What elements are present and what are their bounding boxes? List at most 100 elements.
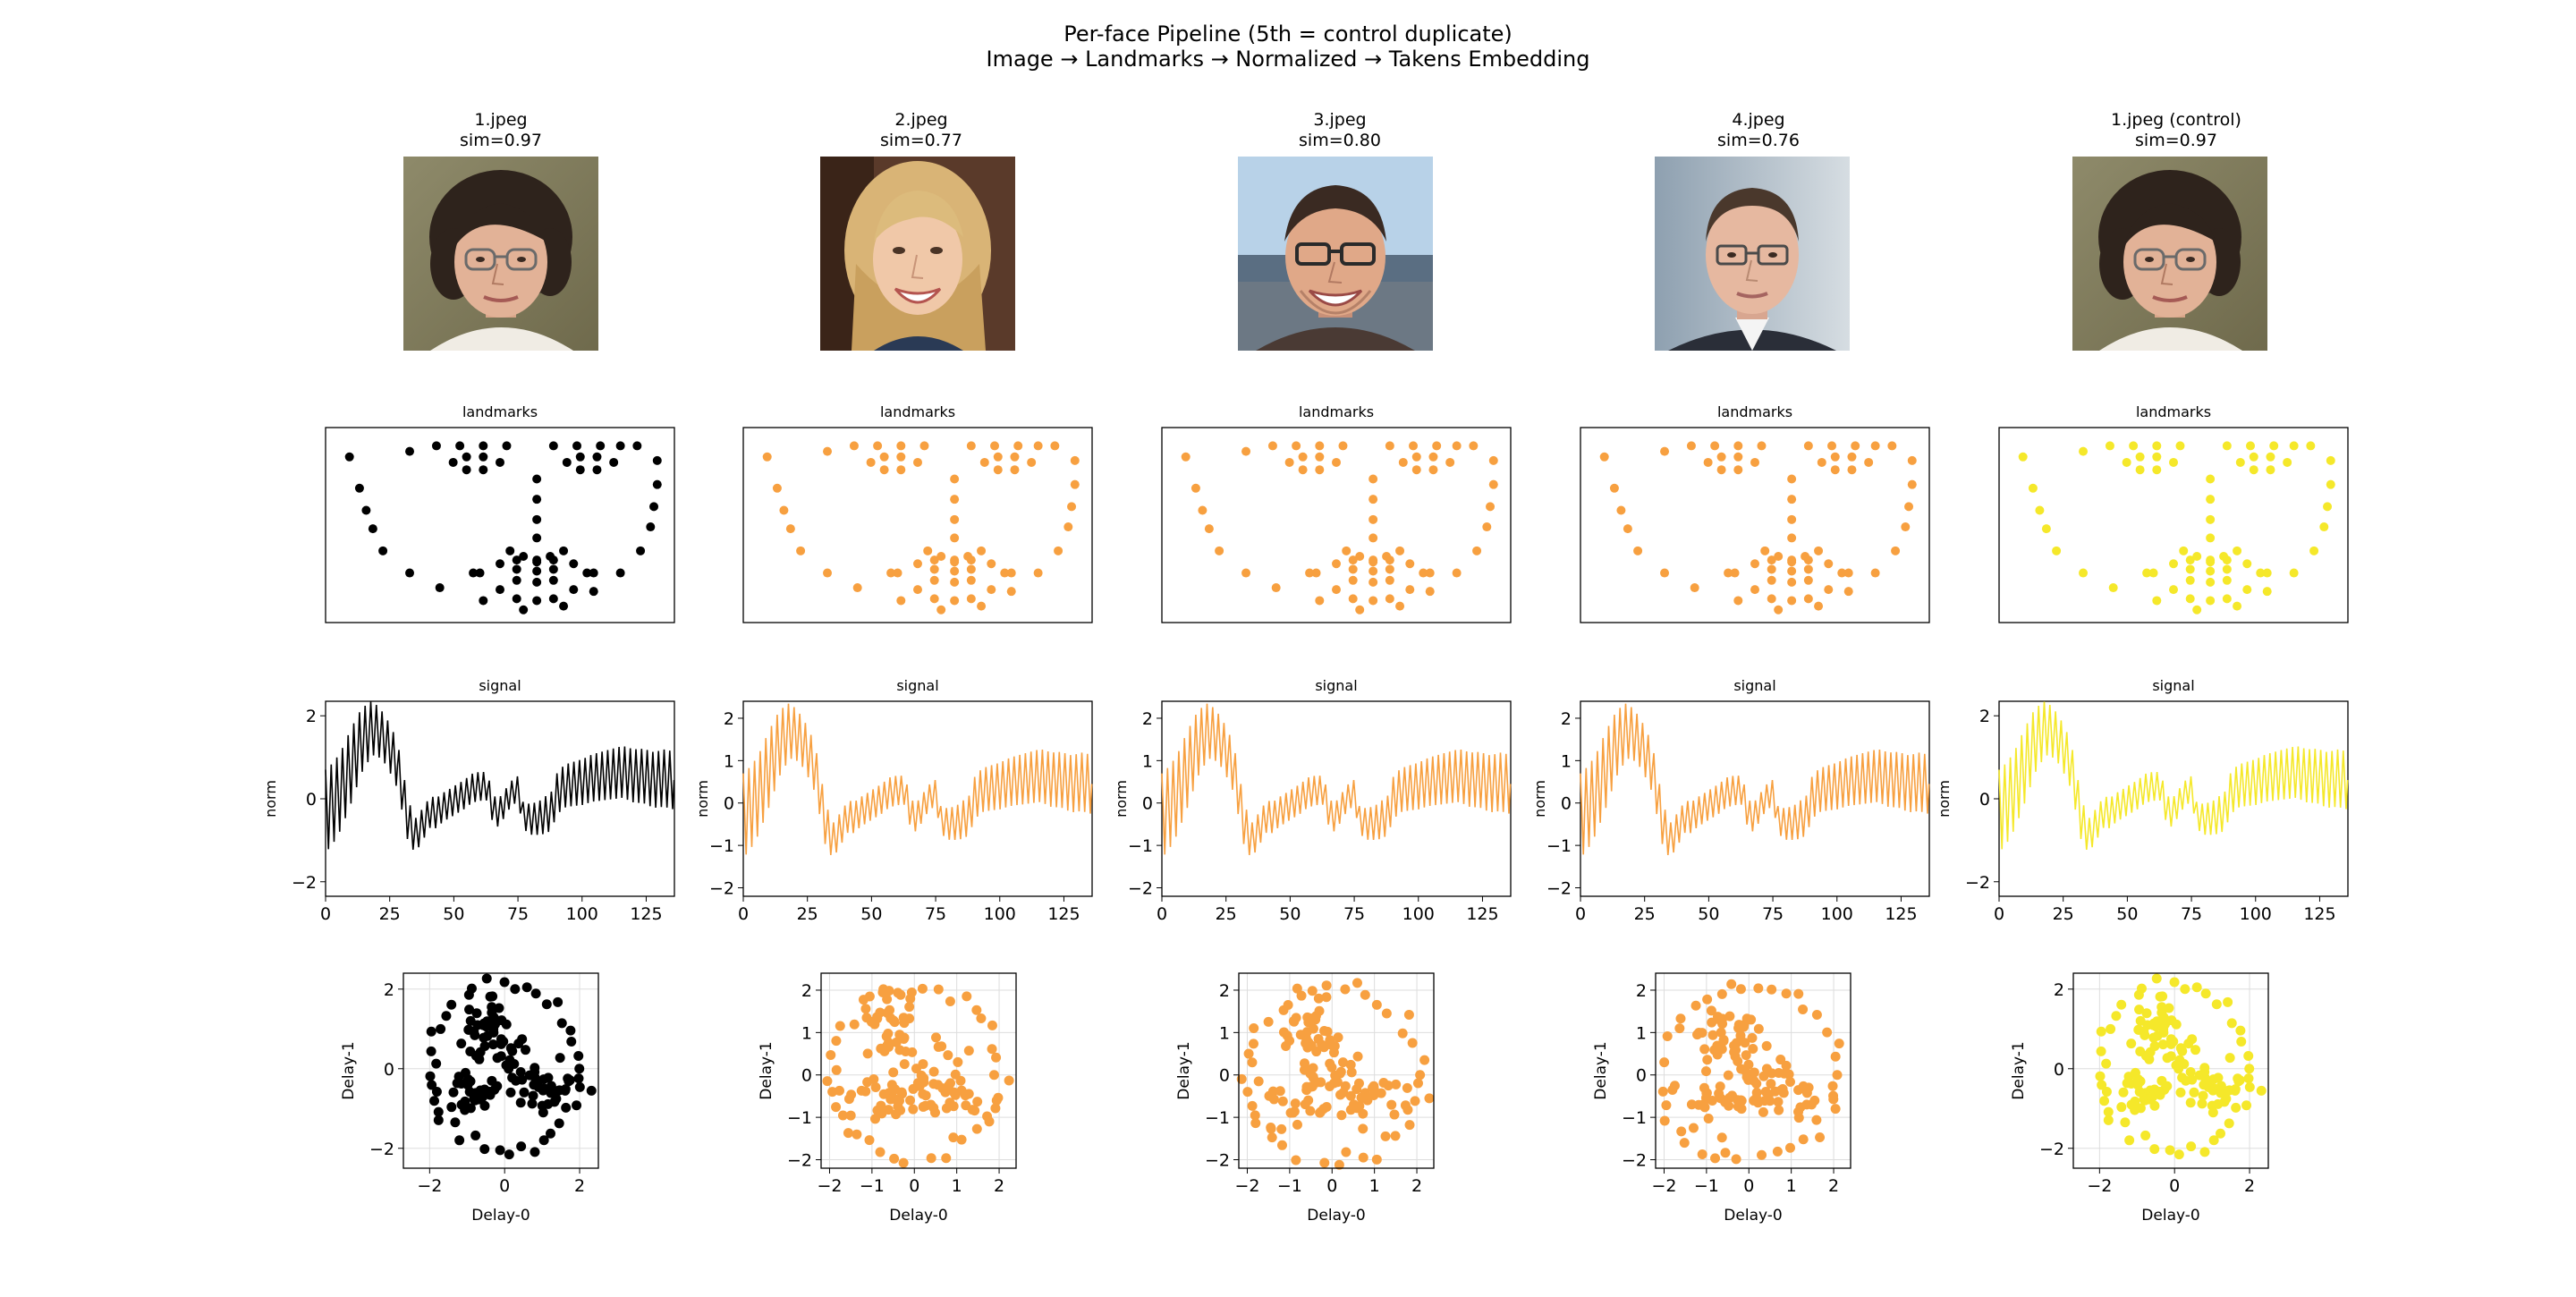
landmark-point	[548, 575, 558, 585]
landmark-point	[1342, 546, 1352, 555]
embedding-point	[1827, 1081, 1838, 1091]
landmark-point	[615, 441, 625, 451]
embedding-point	[473, 1094, 484, 1105]
y-tick-label: 0	[801, 1066, 812, 1086]
embedding-point	[1278, 1027, 1289, 1038]
embedding-point	[2208, 1135, 2219, 1146]
embedding-point	[2118, 1087, 2129, 1098]
landmark-point	[2079, 568, 2089, 578]
embedding-point	[1247, 1100, 1258, 1111]
suptitle-line1: Per-face Pipeline (5th = control duplica…	[1063, 21, 1513, 47]
embedding-point	[2185, 1098, 2196, 1108]
x-tick-label: −1	[1694, 1176, 1719, 1196]
landmark-point	[1452, 568, 1462, 578]
landmarks-title-4: landmarks	[1717, 403, 1792, 420]
embedding-point	[831, 1102, 842, 1113]
embedding-point	[1250, 1118, 1261, 1129]
landmark-point	[1033, 568, 1043, 578]
x-tick-label: 25	[1216, 904, 1237, 924]
embedding-point	[1746, 1014, 1757, 1025]
landmark-point	[435, 583, 445, 593]
x-tick-label: 0	[1743, 1176, 1754, 1196]
embedding-point	[573, 1073, 584, 1084]
landmark-point	[990, 441, 1000, 451]
x-tick-label: 0	[499, 1176, 510, 1196]
embedding-point	[1740, 1038, 1750, 1048]
embedding-point	[1328, 1047, 1339, 1058]
embedding-ylabel-3: Delay-1	[1175, 1041, 1193, 1099]
embedding-point	[1793, 1085, 1804, 1096]
y-tick-label: −1	[1622, 1108, 1647, 1128]
embedding-point	[2135, 1103, 2146, 1114]
embedding-point	[1659, 1115, 1670, 1126]
embedding-point	[2197, 1098, 2207, 1109]
landmark-point	[929, 594, 939, 604]
embedding-point	[1740, 1065, 1750, 1076]
landmark-point	[462, 465, 471, 475]
embedding-point	[899, 1059, 910, 1070]
embedding-point	[2152, 1030, 2163, 1041]
embedding-point	[2219, 1097, 2230, 1107]
embedding-point	[944, 1080, 954, 1090]
landmark-point	[2235, 457, 2245, 467]
embedding-point	[933, 984, 944, 995]
embedding-point	[2243, 1073, 2254, 1084]
embedding-point	[1242, 1087, 1253, 1098]
embedding-point	[2191, 982, 2202, 993]
embedding-point	[1795, 1102, 1806, 1113]
embedding-point	[1732, 1095, 1742, 1106]
embedding-point	[2213, 1072, 2224, 1083]
embedding-point	[2157, 991, 2168, 1002]
x-tick-label: 100	[1821, 904, 1853, 924]
y-tick-label: 2	[1219, 981, 1230, 1001]
embedding-point	[1402, 1082, 1412, 1093]
embedding-point	[543, 1072, 554, 1083]
landmark-point	[1000, 568, 1010, 578]
embedding-point	[479, 1144, 490, 1155]
landmark-point	[2249, 452, 2258, 462]
landmark-point	[1298, 452, 1308, 462]
landmarks-title-1: landmarks	[462, 403, 538, 420]
landmark-point	[1660, 446, 1670, 456]
embedding-point	[425, 1071, 436, 1081]
landmark-point	[966, 575, 976, 585]
embedding-point	[2177, 1046, 2188, 1056]
embedding-point	[882, 994, 893, 1005]
landmark-point	[2242, 585, 2252, 595]
landmark-point	[1767, 555, 1776, 565]
landmark-point	[2129, 441, 2139, 451]
landmark-point	[772, 483, 782, 493]
landmark-point	[896, 596, 906, 606]
embedding-point	[574, 1064, 585, 1074]
landmark-point	[913, 559, 922, 569]
embedding-point	[2097, 1080, 2107, 1090]
embedding-point	[1360, 989, 1370, 1000]
embedding-point	[831, 1064, 842, 1075]
embedding-point	[1731, 1045, 1741, 1055]
signal-ylabel-5: norm	[1936, 780, 1953, 818]
embedding-point	[2116, 999, 2127, 1010]
landmark-point	[2222, 555, 2232, 565]
embedding-point	[2103, 1106, 2114, 1117]
col3-file: 3.jpeg	[1313, 110, 1367, 130]
landmark-point	[1348, 555, 1358, 565]
embedding-point	[564, 1076, 574, 1087]
embedding-point	[899, 1032, 910, 1043]
embedding-point	[2174, 1064, 2184, 1074]
landmark-point	[2206, 566, 2216, 576]
embedding-point	[528, 1090, 538, 1101]
landmark-point	[575, 465, 585, 475]
embedding-point	[822, 1076, 833, 1087]
embedding-point	[2169, 977, 2180, 988]
landmark-point	[572, 441, 582, 451]
landmark-point	[2152, 452, 2162, 462]
y-tick-label: 0	[1219, 1066, 1230, 1086]
landmark-point	[344, 452, 354, 462]
embedding-ylabel-4: Delay-1	[1592, 1041, 1610, 1099]
y-tick-label: −1	[787, 1108, 812, 1128]
signal-ylabel-4: norm	[1531, 780, 1548, 818]
embedding-point	[1326, 1039, 1336, 1050]
landmark-point	[1486, 502, 1496, 512]
embedding-point	[1710, 1153, 1721, 1164]
